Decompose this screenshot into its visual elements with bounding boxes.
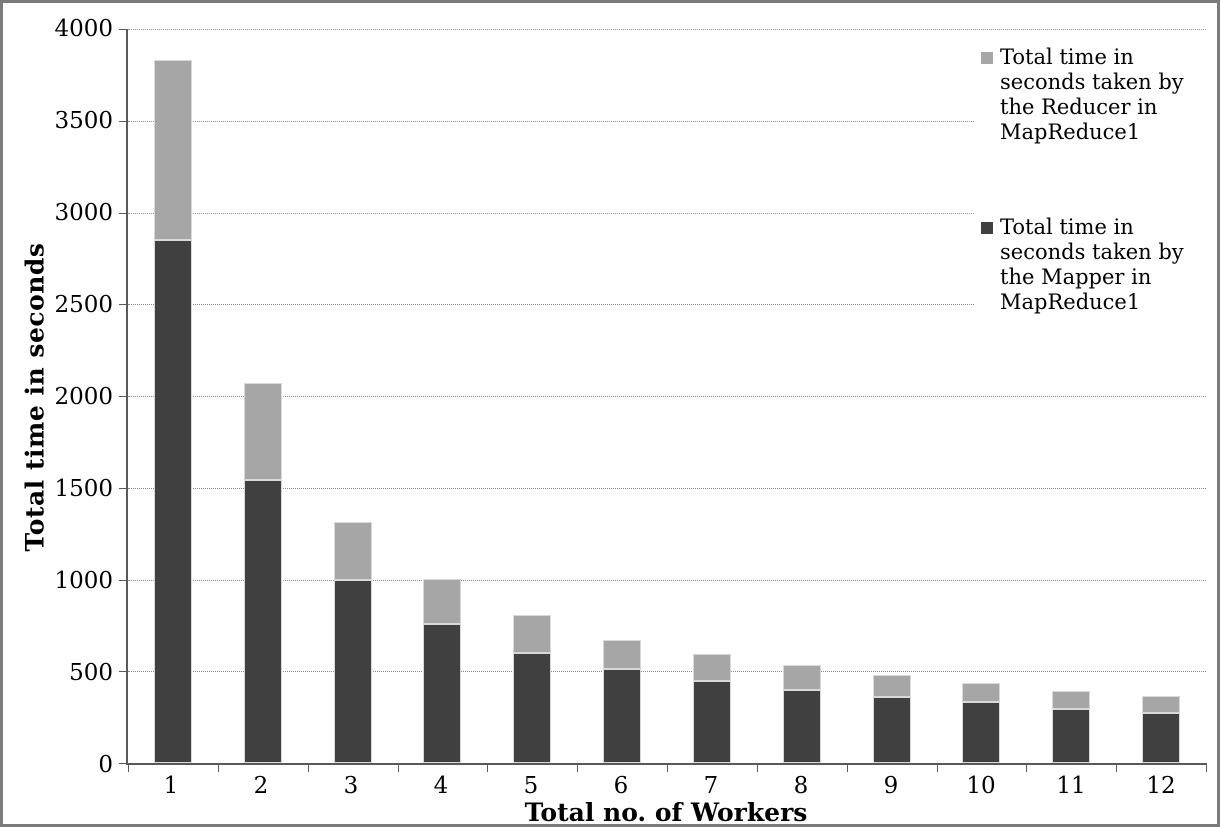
bar-slot bbox=[757, 29, 847, 763]
bar-segment-reducer bbox=[872, 674, 911, 697]
x-axis-tick-label: 7 bbox=[703, 773, 719, 799]
bar-segment-reducer bbox=[1052, 691, 1091, 709]
x-axis-tick bbox=[756, 763, 758, 772]
gridline bbox=[128, 212, 1206, 214]
bar-slot bbox=[487, 29, 577, 763]
legend: Total time in seconds taken by the Reduc… bbox=[975, 43, 1213, 323]
gridline bbox=[128, 671, 1206, 673]
x-axis-tick bbox=[128, 763, 129, 772]
x-axis-tick bbox=[577, 763, 579, 772]
bar-segment-reducer bbox=[782, 664, 821, 690]
x-axis-tick-label: 3 bbox=[343, 773, 359, 799]
y-axis-tick-label: 1000 bbox=[54, 568, 113, 594]
bar-segment-reducer bbox=[513, 615, 552, 653]
y-axis-tick bbox=[119, 487, 128, 489]
x-axis-tick-label: 6 bbox=[613, 773, 629, 799]
x-axis-tick bbox=[217, 763, 219, 772]
gridline bbox=[128, 304, 1206, 306]
bar-segment-mapper bbox=[153, 240, 192, 763]
bar-segment-reducer bbox=[1142, 696, 1181, 713]
x-axis-tick-label: 9 bbox=[883, 773, 899, 799]
bar-segment-mapper bbox=[333, 579, 372, 763]
x-axis-tick-label: 11 bbox=[1056, 773, 1086, 799]
bar-slot bbox=[847, 29, 937, 763]
bar-slot bbox=[667, 29, 757, 763]
x-axis-tick-label: 5 bbox=[523, 773, 539, 799]
y-axis-tick-label: 3000 bbox=[54, 200, 113, 226]
gridline bbox=[128, 487, 1206, 489]
legend-swatch-icon bbox=[981, 222, 993, 234]
y-axis-tick bbox=[119, 671, 128, 673]
legend-item-label: Total time in seconds taken by the Mappe… bbox=[1000, 215, 1184, 314]
y-axis-tick-label: 4000 bbox=[54, 16, 113, 42]
bar-slot bbox=[308, 29, 398, 763]
bar-segment-reducer bbox=[962, 683, 1001, 703]
gridline bbox=[128, 120, 1206, 122]
legend-item-label: Total time in seconds taken by the Reduc… bbox=[1000, 45, 1184, 144]
bar-slot bbox=[936, 29, 1026, 763]
y-axis-tick bbox=[119, 396, 128, 397]
bar-segment-reducer bbox=[243, 383, 282, 480]
x-axis-tick bbox=[307, 763, 309, 772]
y-axis-tick bbox=[119, 579, 128, 581]
gridline bbox=[128, 579, 1206, 581]
x-axis-tick-label: 10 bbox=[966, 773, 996, 799]
bar-segment-reducer bbox=[423, 578, 462, 624]
y-axis-tick-label: 1500 bbox=[54, 476, 113, 502]
bar-segment-mapper bbox=[782, 689, 821, 763]
bars-row bbox=[128, 29, 1206, 763]
x-axis-tick bbox=[397, 763, 399, 772]
bar-segment-reducer bbox=[603, 640, 642, 670]
bar-slot bbox=[1116, 29, 1206, 763]
bar-segment-mapper bbox=[872, 696, 911, 763]
legend-item: Total time in seconds taken by the Mappe… bbox=[981, 215, 1213, 315]
gridline bbox=[128, 29, 1206, 30]
bar-segment-mapper bbox=[423, 623, 462, 763]
x-axis-tick-label: 8 bbox=[793, 773, 809, 799]
bar-segment-reducer bbox=[333, 521, 372, 580]
x-axis-tick bbox=[1206, 763, 1207, 772]
bar-segment-mapper bbox=[1052, 708, 1091, 763]
y-axis-tick-label: 2000 bbox=[54, 384, 113, 410]
bar-slot bbox=[218, 29, 308, 763]
plot-area bbox=[119, 29, 1207, 772]
x-axis-tick-label: 1 bbox=[163, 773, 179, 799]
y-axis-tick-label: 500 bbox=[69, 660, 113, 686]
y-axis-tick-label: 0 bbox=[98, 752, 113, 778]
y-axis-tick bbox=[119, 304, 128, 306]
x-axis-tick-labels: 1 2 3 4 5 6 7 8 9 10 11 12 bbox=[126, 773, 1206, 799]
legend-item: Total time in seconds taken by the Reduc… bbox=[981, 45, 1213, 145]
bar-segment-mapper bbox=[603, 669, 642, 763]
y-axis-tick bbox=[119, 29, 128, 30]
x-axis-tick bbox=[846, 763, 848, 772]
bar-slot bbox=[1026, 29, 1116, 763]
x-axis-tick bbox=[1026, 763, 1028, 772]
bar-slot bbox=[128, 29, 218, 763]
y-axis-tick bbox=[119, 120, 128, 122]
y-axis-tick bbox=[119, 763, 128, 764]
legend-swatch-icon bbox=[981, 52, 993, 64]
x-axis-title: Total no. of Workers bbox=[524, 798, 808, 827]
x-axis-tick-label: 4 bbox=[433, 773, 449, 799]
bar-segment-mapper bbox=[962, 702, 1001, 763]
bar-segment-mapper bbox=[243, 479, 282, 763]
x-axis-tick-label: 2 bbox=[253, 773, 269, 799]
bar-segment-reducer bbox=[692, 653, 731, 682]
bar-segment-mapper bbox=[1142, 712, 1181, 763]
bar-segment-reducer bbox=[153, 60, 192, 241]
x-axis-tick bbox=[936, 763, 938, 772]
y-axis-tick-label: 2500 bbox=[54, 292, 113, 318]
x-axis-tick bbox=[667, 763, 668, 772]
bar-segment-mapper bbox=[692, 681, 731, 763]
bar-slot bbox=[577, 29, 667, 763]
y-axis-tick-label: 3500 bbox=[54, 108, 113, 134]
x-axis-tick bbox=[1116, 763, 1118, 772]
bar-slot bbox=[397, 29, 487, 763]
x-axis-tick-label: 12 bbox=[1146, 773, 1176, 799]
x-axis-tick bbox=[487, 763, 489, 772]
gridline bbox=[128, 396, 1206, 397]
bar-segment-mapper bbox=[513, 652, 552, 763]
y-axis-tick bbox=[119, 212, 128, 214]
